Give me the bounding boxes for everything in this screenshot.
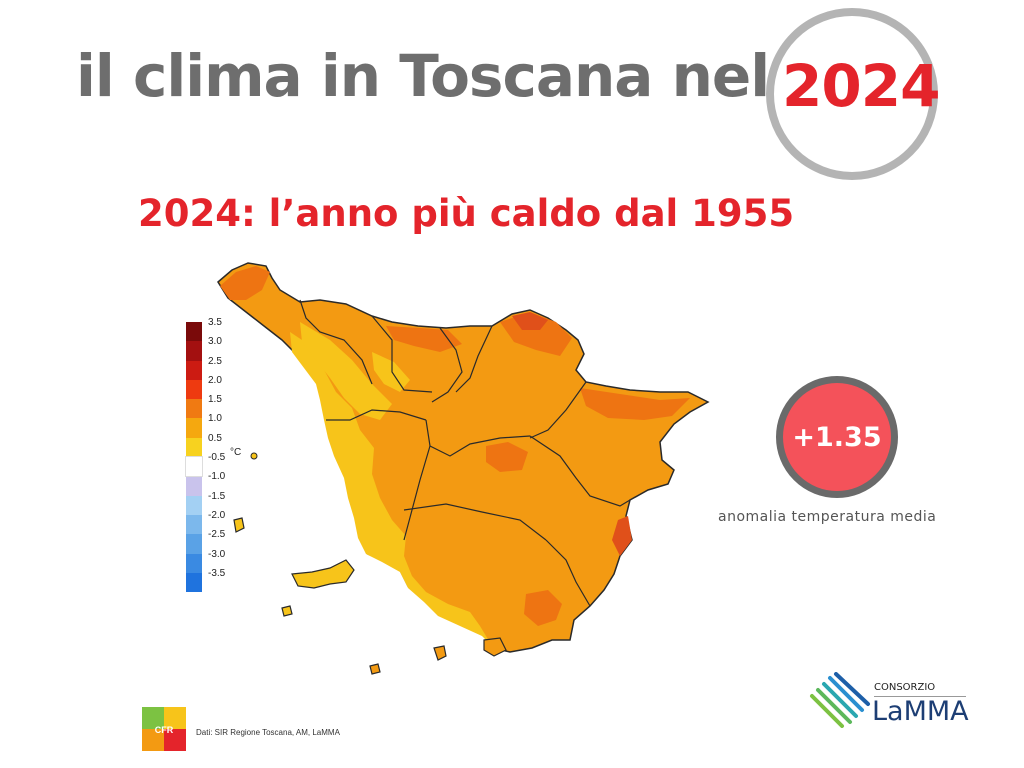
legend-swatch (186, 322, 202, 342)
legend-tick-label: 0.5 (208, 432, 222, 444)
lamma-logo-mark (810, 672, 870, 728)
legend-swatch (186, 418, 202, 438)
tuscany-anomaly-map (217, 262, 710, 675)
capraia-island (233, 517, 245, 533)
hot-valdichiana (612, 516, 632, 556)
legend-tick-label: 2.0 (208, 374, 222, 386)
legend-tick-label: 1.0 (208, 413, 222, 425)
hot-chianti (486, 442, 528, 472)
coastal-band-north (300, 322, 392, 420)
region-outline (217, 262, 710, 653)
legend-tick-label: 1.5 (208, 394, 222, 406)
montecristo-island (369, 663, 381, 675)
legend-tick-label: -1.5 (208, 490, 226, 502)
legend-swatch (186, 360, 202, 380)
lamma-divider (874, 696, 966, 697)
legend-swatch (186, 379, 202, 400)
legend-swatch (186, 437, 202, 458)
cfr-logo: CFR (142, 707, 186, 751)
legend-tick-label: 2.5 (208, 355, 222, 367)
legend-swatch (186, 495, 202, 515)
hot-ridge-north (512, 312, 548, 330)
legend-swatch (186, 476, 202, 496)
legend-tick-label: -2.0 (208, 509, 226, 521)
apuan-yellow (372, 352, 410, 392)
legend-tick-label: 3.0 (208, 336, 222, 348)
province-borders (299, 299, 631, 607)
lamma-name: LaMMA (872, 696, 969, 727)
legend-swatch (186, 399, 202, 419)
hot-casentino (580, 388, 690, 420)
page-title: il clima in Toscana nel (76, 42, 770, 110)
year-circle (766, 8, 938, 180)
legend-tick-label: -1.0 (208, 471, 226, 483)
color-scale-bar (185, 322, 203, 593)
legend-swatch (186, 534, 202, 554)
title-year: 2024 (782, 52, 940, 120)
legend-swatch (186, 572, 202, 593)
legend-tick-label: -3.5 (208, 567, 226, 579)
elba-island (291, 559, 355, 589)
svg-text:CFR: CFR (155, 725, 174, 735)
legend-swatch (185, 456, 203, 478)
giglio-island (433, 645, 447, 661)
lamma-consorzio-label: CONSORZIO (874, 682, 936, 693)
legend-swatch (186, 553, 202, 573)
gorgona-island (250, 452, 258, 460)
legend-swatch (186, 341, 202, 361)
pianosa-island (281, 605, 293, 617)
coastal-band (290, 332, 492, 646)
subtitle: 2024: l’anno più caldo dal 1955 (138, 192, 795, 235)
legend-tick-label: -3.0 (208, 548, 226, 560)
anomaly-badge: +1.35 (776, 376, 898, 498)
legend-unit: °C (230, 447, 242, 458)
color-scale-ticks: 3.5 3.0 2.5 2.0 1.5 1.0 0.5 -0.5 -1.0 -1.5 -2.0 -2.… (208, 316, 225, 586)
anomaly-label: anomalia temperatura media (718, 509, 937, 525)
legend-tick-label: -2.5 (208, 529, 226, 541)
data-credits: Dati: SIR Regione Toscana, AM, LaMMA (196, 728, 340, 737)
legend-tick-label: -0.5 (208, 452, 226, 464)
argentario-promontory (483, 637, 507, 657)
anomaly-value: +1.35 (792, 421, 882, 453)
legend-swatch (186, 514, 202, 535)
hot-northwest (220, 266, 270, 300)
hot-amiata (524, 590, 562, 626)
legend-tick-label: 3.5 (208, 317, 222, 328)
